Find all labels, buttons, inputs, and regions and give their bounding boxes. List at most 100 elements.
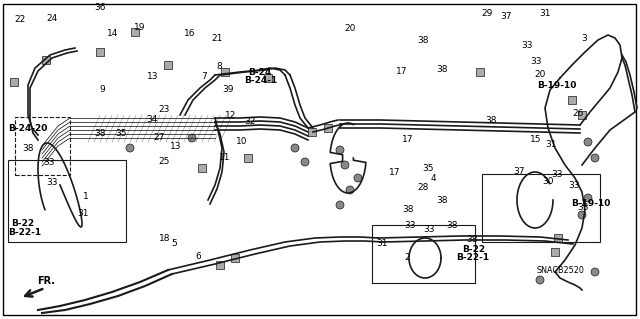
Text: 38: 38: [436, 65, 448, 74]
Text: 13: 13: [147, 72, 159, 81]
Text: 38: 38: [436, 196, 448, 205]
Text: 38: 38: [402, 205, 413, 214]
Text: 4: 4: [430, 174, 436, 182]
Text: 38: 38: [447, 221, 458, 230]
Text: B-22-1: B-22-1: [8, 228, 41, 237]
Text: B-22: B-22: [462, 245, 485, 254]
Bar: [164, 61, 172, 69]
Text: 8: 8: [216, 62, 222, 71]
Text: 15: 15: [530, 135, 541, 144]
Text: B-22-1: B-22-1: [456, 253, 489, 262]
Bar: [568, 96, 576, 104]
Bar: [8, 160, 126, 242]
Text: 38: 38: [417, 36, 429, 45]
Text: 20: 20: [534, 70, 546, 78]
Text: B-24-1: B-24-1: [244, 76, 278, 85]
Text: 37: 37: [513, 167, 525, 176]
Bar: [372, 225, 475, 283]
Circle shape: [584, 138, 592, 146]
Bar: [476, 68, 484, 76]
Text: 24: 24: [47, 14, 58, 23]
Circle shape: [578, 211, 586, 219]
Text: 31: 31: [539, 9, 550, 18]
Circle shape: [346, 186, 354, 194]
Text: 17: 17: [396, 67, 407, 76]
Text: 34: 34: [146, 115, 157, 124]
Bar: [221, 68, 229, 76]
Text: 20: 20: [344, 24, 356, 33]
Text: B-19-10: B-19-10: [571, 199, 611, 208]
Bar: [216, 261, 224, 269]
Text: B-19-10: B-19-10: [538, 81, 577, 90]
Text: 23: 23: [159, 105, 170, 114]
Text: 13: 13: [170, 142, 181, 151]
Text: 33: 33: [46, 178, 58, 187]
Bar: [482, 174, 600, 242]
Bar: [198, 164, 206, 172]
Bar: [15, 117, 70, 175]
Text: 31: 31: [376, 239, 388, 248]
Text: 22: 22: [14, 15, 26, 24]
Circle shape: [126, 144, 134, 152]
Text: 39: 39: [223, 85, 234, 94]
Text: 33: 33: [44, 158, 55, 167]
Text: 17: 17: [389, 168, 401, 177]
Text: 6: 6: [195, 252, 201, 261]
Text: 37: 37: [500, 12, 512, 21]
Text: 33: 33: [568, 181, 580, 190]
Circle shape: [354, 174, 362, 182]
Circle shape: [336, 201, 344, 209]
Text: 32: 32: [244, 117, 256, 126]
Circle shape: [584, 194, 592, 202]
Text: 27: 27: [154, 133, 165, 142]
Text: B-24-20: B-24-20: [8, 124, 47, 133]
Text: 21: 21: [211, 34, 223, 43]
Text: 16: 16: [184, 29, 196, 38]
Text: 33: 33: [552, 170, 563, 179]
Text: 9: 9: [99, 85, 105, 94]
Text: 33: 33: [424, 225, 435, 234]
Text: 12: 12: [225, 111, 237, 120]
Text: 33: 33: [530, 57, 541, 66]
Circle shape: [291, 144, 299, 152]
Text: 11: 11: [219, 153, 230, 162]
Circle shape: [591, 154, 599, 162]
Circle shape: [591, 268, 599, 276]
Bar: [551, 248, 559, 256]
Text: 2: 2: [404, 253, 410, 262]
Bar: [578, 111, 586, 119]
Bar: [10, 78, 18, 86]
Text: 17: 17: [402, 135, 413, 144]
Text: 10: 10: [236, 137, 247, 146]
Text: 38: 38: [485, 116, 497, 125]
Bar: [42, 56, 50, 64]
Text: 14: 14: [107, 29, 118, 38]
Text: B-22: B-22: [12, 219, 35, 228]
Circle shape: [341, 161, 349, 169]
Text: 38: 38: [95, 129, 106, 138]
Text: 36: 36: [95, 3, 106, 11]
Text: 5: 5: [172, 239, 177, 248]
Text: 31: 31: [77, 209, 88, 218]
Text: 19: 19: [134, 23, 146, 32]
Bar: [324, 124, 332, 132]
Text: 31: 31: [545, 140, 557, 149]
Text: FR.: FR.: [37, 276, 55, 286]
Text: 35: 35: [422, 164, 434, 173]
Circle shape: [536, 276, 544, 284]
Text: 1: 1: [83, 192, 89, 201]
Text: 35: 35: [115, 129, 127, 138]
Circle shape: [188, 134, 196, 142]
Bar: [244, 154, 252, 162]
Text: 33: 33: [577, 204, 589, 212]
Text: 33: 33: [404, 221, 416, 230]
Text: 3: 3: [581, 34, 587, 43]
Text: B-24: B-24: [248, 68, 271, 77]
Text: 28: 28: [417, 183, 429, 192]
Text: SNACB2520: SNACB2520: [536, 266, 584, 275]
Text: 29: 29: [481, 9, 493, 18]
Text: 38: 38: [22, 144, 34, 153]
Bar: [308, 128, 316, 136]
Bar: [264, 74, 272, 82]
Text: 33: 33: [522, 41, 533, 50]
